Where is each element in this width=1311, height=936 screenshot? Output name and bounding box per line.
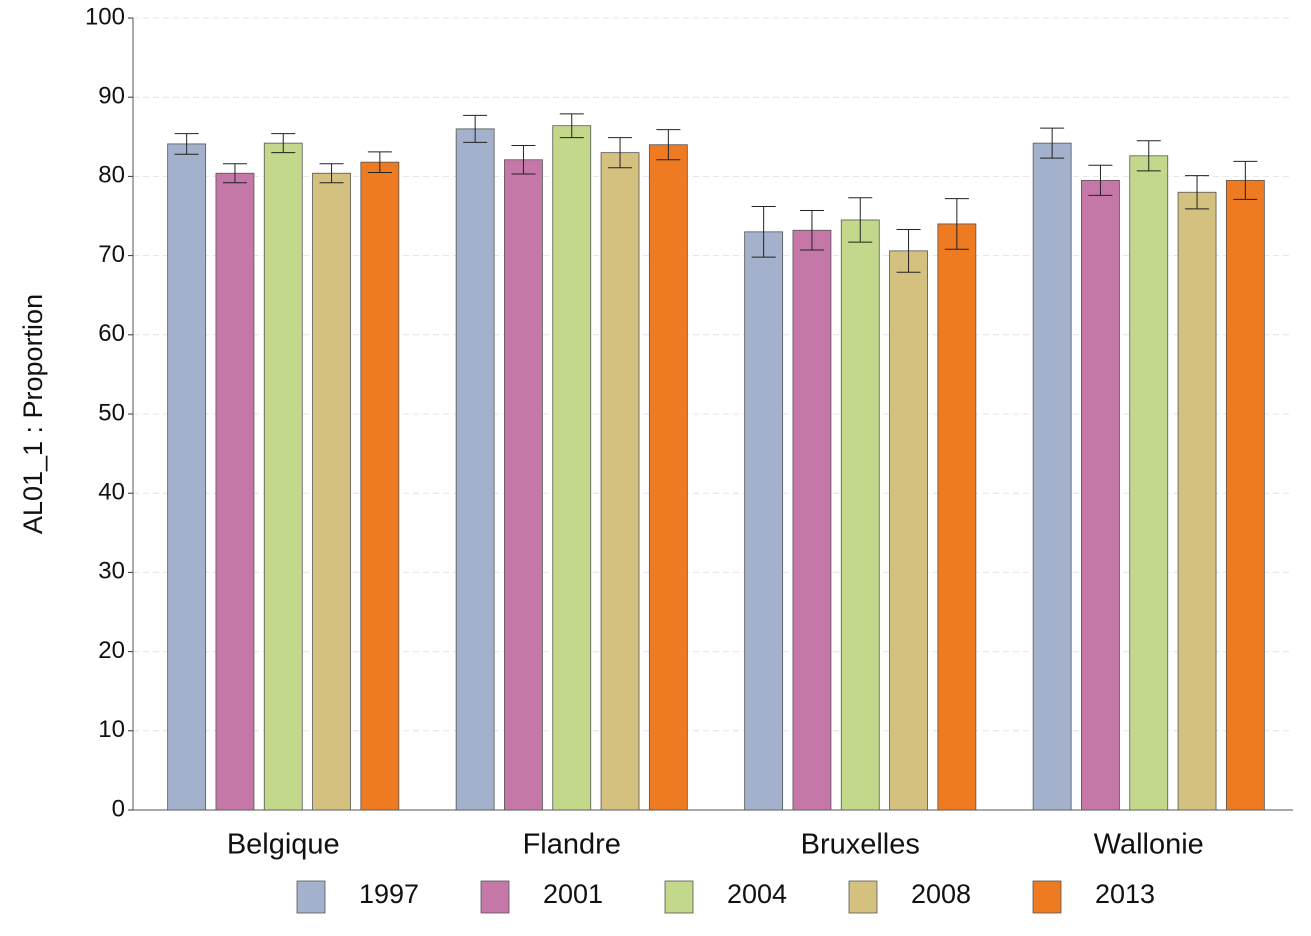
x-tick-label: Wallonie xyxy=(1094,829,1204,861)
legend-label: 2013 xyxy=(1095,879,1155,909)
bar xyxy=(312,172,351,811)
y-tick-label: 20 xyxy=(98,637,125,664)
error-bar xyxy=(367,151,392,173)
legend-swatch xyxy=(848,880,878,914)
y-tick-label: 40 xyxy=(98,479,125,506)
legend-swatch xyxy=(296,880,326,914)
legend-label: 2004 xyxy=(727,879,787,909)
error-bar xyxy=(1088,164,1113,196)
bar xyxy=(263,142,303,811)
error-bar xyxy=(848,197,873,243)
error-bar xyxy=(608,137,633,169)
error-bar xyxy=(1040,127,1065,159)
y-tick-label: 50 xyxy=(98,399,125,426)
bar xyxy=(360,161,400,811)
legend-label: 2001 xyxy=(543,879,603,909)
bar xyxy=(1032,142,1072,811)
error-bar xyxy=(319,163,344,184)
bar xyxy=(840,219,880,811)
bar xyxy=(937,223,977,811)
x-tick-label: Flandre xyxy=(523,829,621,861)
legend-swatch xyxy=(1032,880,1062,914)
error-bar xyxy=(222,163,247,184)
error-bar xyxy=(799,209,824,251)
y-tick-label: 10 xyxy=(98,716,125,743)
bar xyxy=(504,159,543,811)
bar xyxy=(744,231,784,811)
bar xyxy=(215,172,255,811)
error-bar xyxy=(896,228,921,273)
y-tick-label: 70 xyxy=(98,241,125,268)
y-tick-label: 100 xyxy=(85,3,125,30)
y-tick-label: 30 xyxy=(98,558,125,585)
bar xyxy=(600,152,640,811)
bar xyxy=(1081,179,1120,811)
legend-swatch xyxy=(480,880,510,914)
bar xyxy=(648,144,688,811)
legend-label: 1997 xyxy=(359,879,419,909)
bar xyxy=(889,250,928,811)
bar xyxy=(1177,191,1217,811)
y-axis-label: AL01_1 : Proportion xyxy=(18,294,48,534)
bar xyxy=(1129,155,1169,811)
y-tick-label: 60 xyxy=(98,320,125,347)
error-bar xyxy=(559,113,584,139)
legend-swatch xyxy=(664,880,694,914)
legend-label: 2008 xyxy=(911,879,971,909)
bar xyxy=(167,143,207,811)
error-bar xyxy=(1185,175,1210,210)
bar xyxy=(455,128,495,811)
bar xyxy=(1225,179,1265,811)
error-bar xyxy=(463,114,488,143)
error-bar xyxy=(271,133,296,154)
y-tick-label: 90 xyxy=(98,83,125,110)
x-tick-label: Belgique xyxy=(227,829,340,861)
error-bar xyxy=(1136,140,1161,172)
bar xyxy=(552,125,592,811)
x-tick-label: Bruxelles xyxy=(801,829,920,861)
bar xyxy=(792,229,832,811)
error-bar xyxy=(751,205,776,258)
error-bar xyxy=(174,133,199,155)
y-tick-label: 80 xyxy=(98,162,125,189)
y-tick-label: 0 xyxy=(112,795,125,822)
error-bar xyxy=(944,198,969,250)
error-bar xyxy=(511,145,536,175)
error-bar xyxy=(656,129,681,161)
error-bar xyxy=(1233,160,1258,200)
